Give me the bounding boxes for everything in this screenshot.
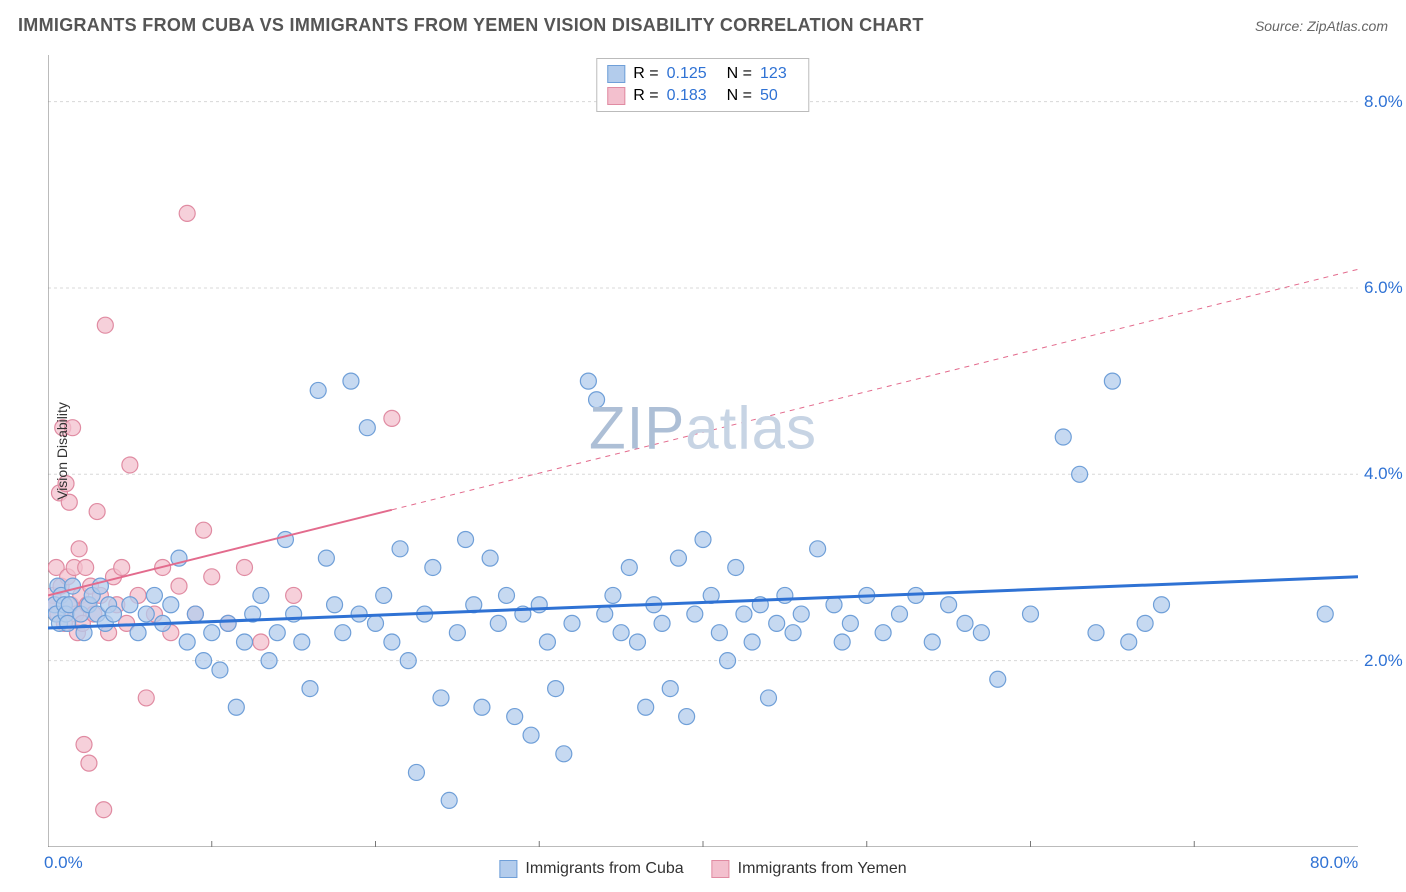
x-axis-min: 0.0% — [44, 853, 83, 873]
stat-legend-row: R = 0.183 N = 50 — [607, 85, 798, 107]
stat-legend-row: R = 0.125 N = 123 — [607, 63, 798, 85]
stat-r-label: R = — [633, 65, 658, 83]
chart-title: IMMIGRANTS FROM CUBA VS IMMIGRANTS FROM … — [18, 15, 924, 36]
legend-item: Immigrants from Cuba — [499, 860, 683, 878]
legend-label: Immigrants from Cuba — [525, 860, 683, 878]
swatch-icon — [607, 65, 625, 83]
y-tick: 8.0% — [1364, 92, 1403, 112]
chart-header: IMMIGRANTS FROM CUBA VS IMMIGRANTS FROM … — [18, 15, 1388, 36]
legend-item: Immigrants from Yemen — [712, 860, 907, 878]
y-tick: 2.0% — [1364, 651, 1403, 671]
scatter-svg — [48, 55, 1358, 847]
y-tick: 6.0% — [1364, 278, 1403, 298]
x-axis-max: 80.0% — [1310, 853, 1358, 873]
stat-r-label: R = — [633, 87, 658, 105]
stat-legend: R = 0.125 N = 123 R = 0.183 N = 50 — [596, 58, 809, 112]
plot-area: Vision Disability — [48, 55, 1358, 847]
y-axis-label: Vision Disability — [54, 402, 70, 500]
y-tick: 4.0% — [1364, 464, 1403, 484]
stat-n-label: N = — [727, 65, 752, 83]
stat-n-value: 50 — [760, 87, 778, 105]
stat-r-value: 0.125 — [667, 65, 707, 83]
stat-n-value: 123 — [760, 65, 787, 83]
swatch-icon — [712, 860, 730, 878]
source-attribution: Source: ZipAtlas.com — [1255, 18, 1388, 34]
swatch-icon — [607, 87, 625, 105]
swatch-icon — [499, 860, 517, 878]
legend-label: Immigrants from Yemen — [738, 860, 907, 878]
stat-r-value: 0.183 — [667, 87, 707, 105]
stat-n-label: N = — [727, 87, 752, 105]
bottom-legend: Immigrants from Cuba Immigrants from Yem… — [499, 860, 906, 878]
